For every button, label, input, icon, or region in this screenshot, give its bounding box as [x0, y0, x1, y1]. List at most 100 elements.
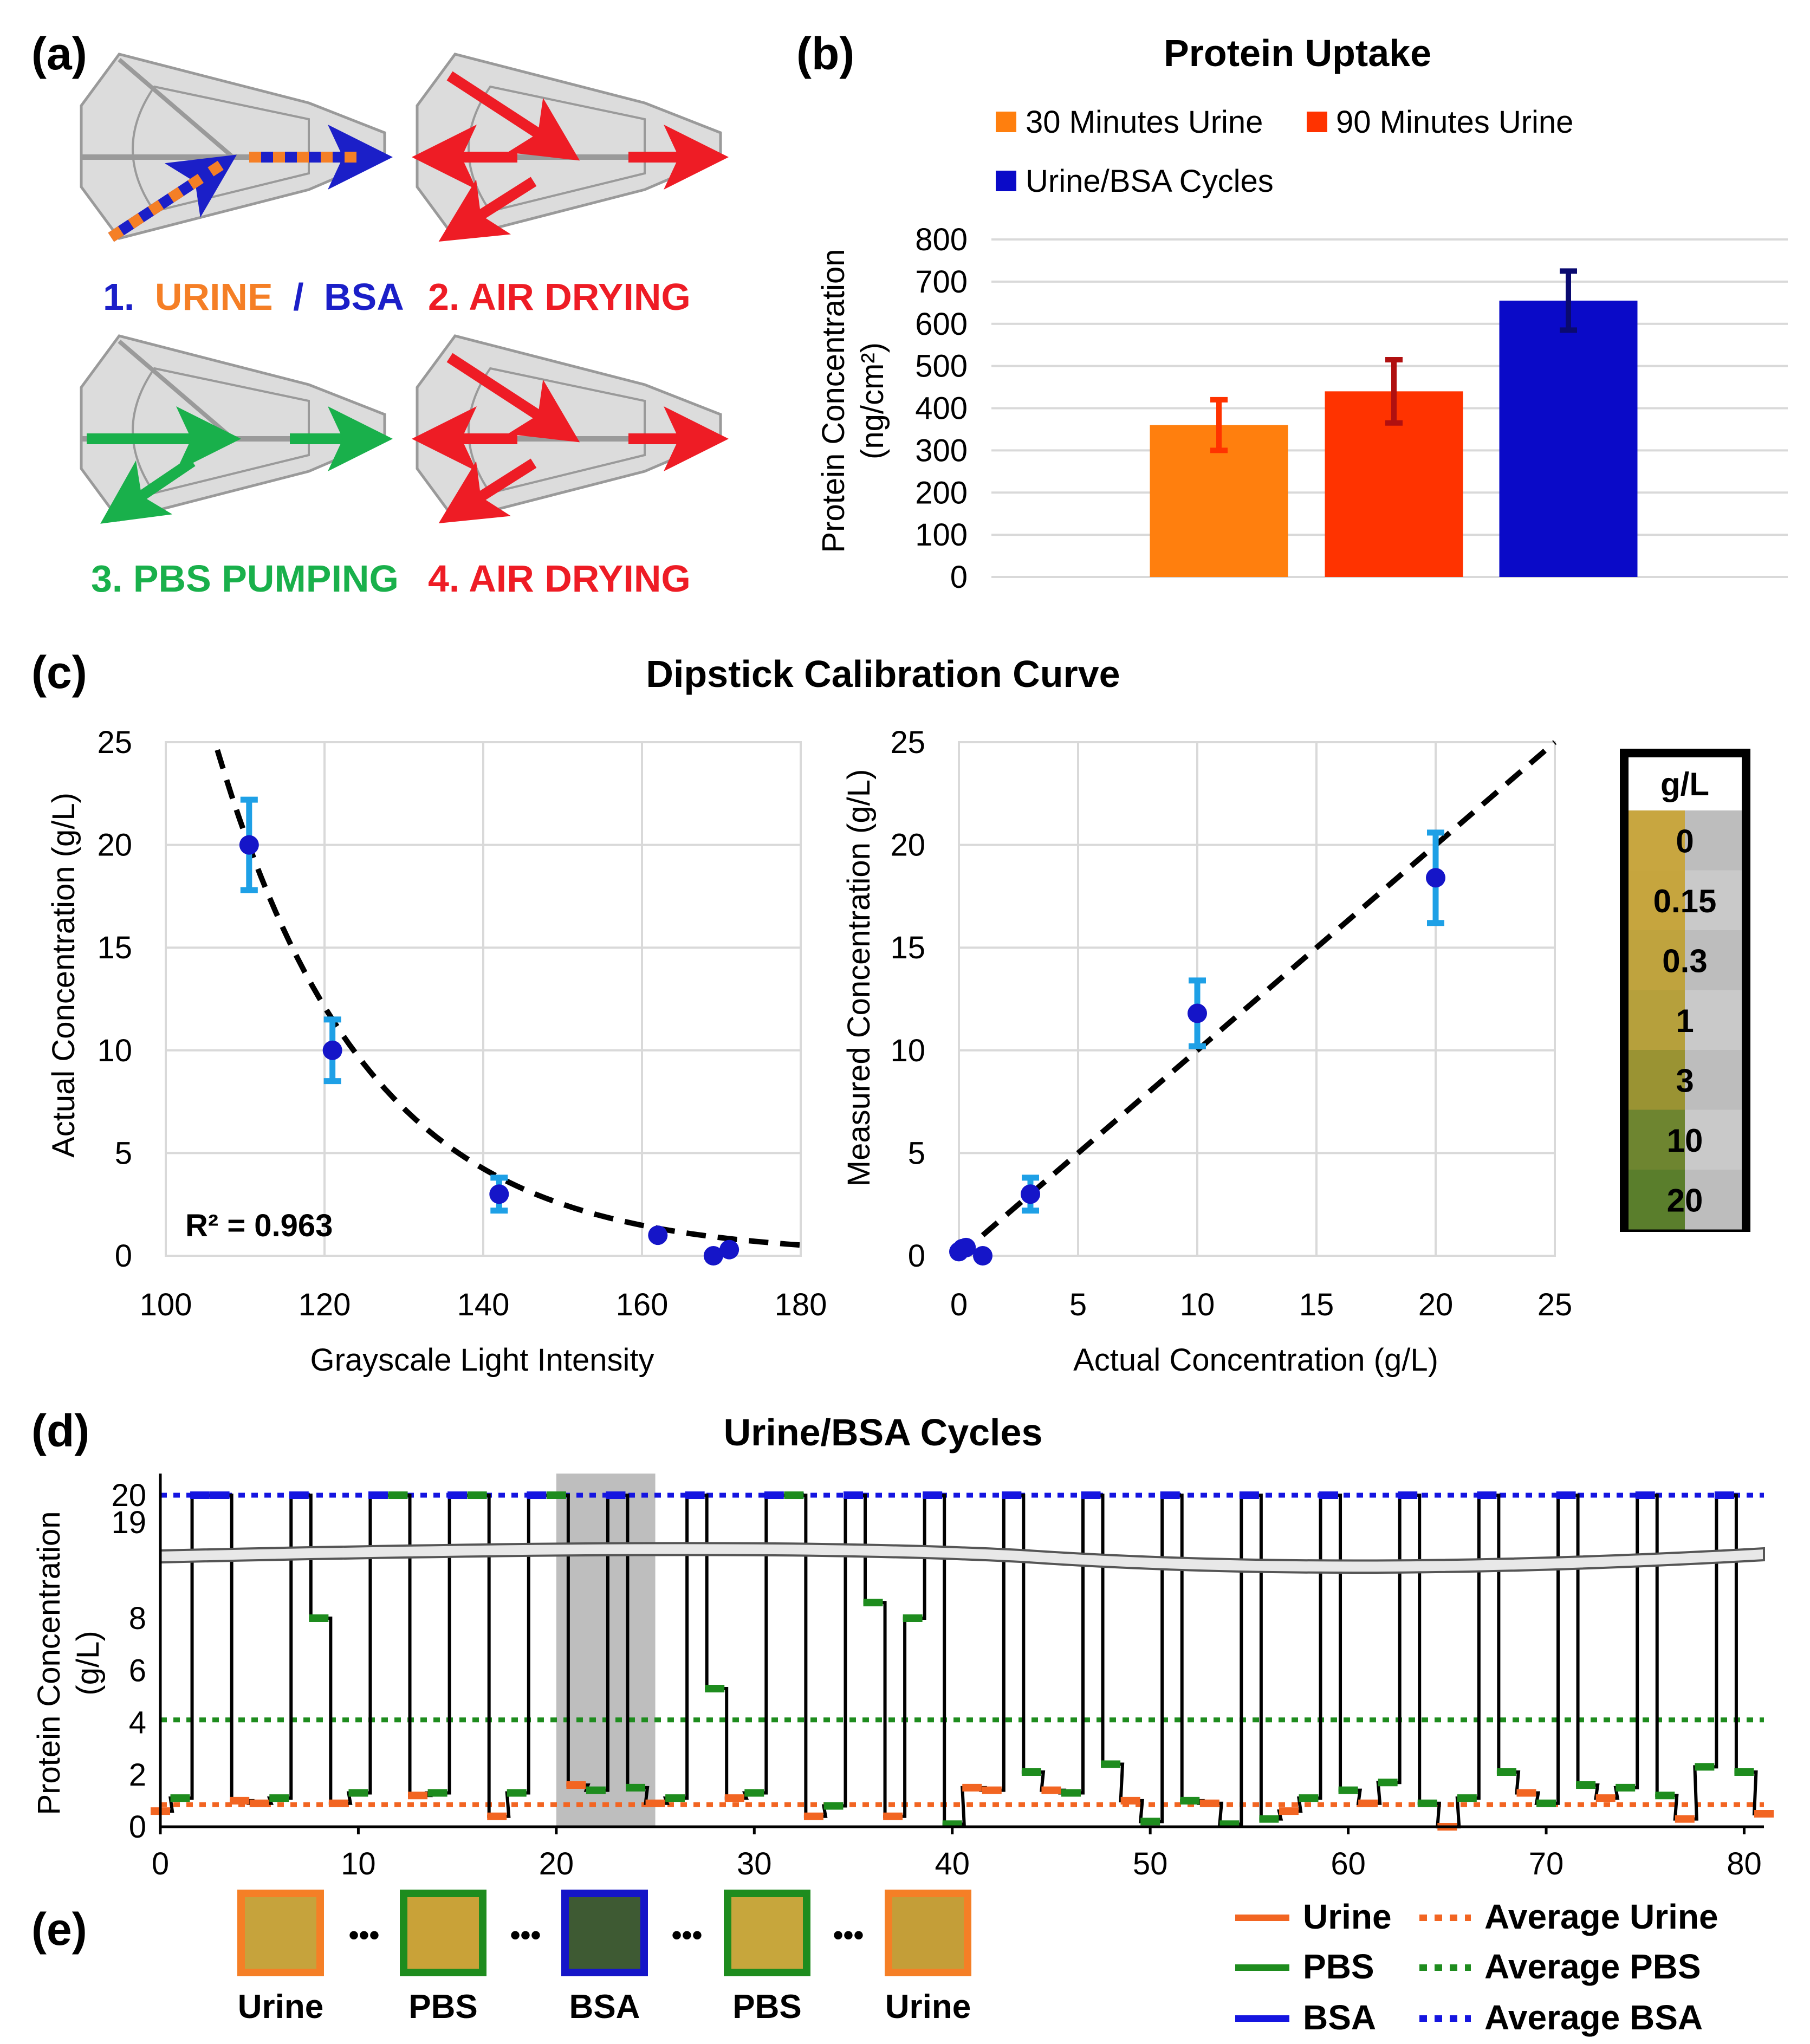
ellipsis-1: •••: [349, 1919, 380, 1951]
y-tick-label: 500: [915, 349, 968, 384]
swatch-level-label: 0.15: [1653, 883, 1717, 919]
y-tick-label: 20: [97, 828, 132, 863]
panel-a-diagrams: 1. URINE / BSA 2. AIR DRYING 3. PBS PUMP…: [80, 53, 729, 600]
swatch-level-label: 1: [1676, 1003, 1694, 1039]
swatch-level-label: 0: [1676, 823, 1694, 859]
urine-bsa-cycles-chart: Urine/BSA Cycles 0 10 20 30 40 50 60 70 80 0 2 4 6 8 1…: [31, 1411, 1774, 1881]
chart-bars: [1150, 268, 1638, 577]
data-point: [239, 835, 259, 855]
data-point: [322, 1040, 342, 1060]
y-axis-label-line2: (ng/cm²): [855, 342, 890, 459]
data-point: [973, 1246, 992, 1266]
highlight-band: [556, 1474, 656, 1826]
ellipsis-4: •••: [833, 1919, 864, 1951]
x-tick-label: 120: [299, 1287, 351, 1322]
device-diagram-step3: [80, 334, 393, 524]
y-axis-label: Measured Concentration (g/L): [841, 769, 877, 1187]
photo-label-pbs-1: PBS: [408, 1988, 477, 2026]
swatch-gray-cell: [1685, 990, 1742, 1050]
swatch-gray-cell: [1685, 810, 1742, 871]
x-tick-label: 0: [152, 1846, 169, 1881]
legend-label-pbs: PBS: [1303, 1947, 1374, 1986]
measured-vs-actual-chart: 0 5 10 15 20 25 0 5 10 15 20 25 Actual Concentratio…: [841, 725, 1572, 1378]
air-arrow-down: [438, 458, 537, 524]
y-tick-label: 2: [129, 1757, 146, 1793]
average-lines: [160, 1493, 1764, 1807]
x-tick-label: 5: [1069, 1287, 1087, 1322]
y-tick-label: 20: [890, 828, 925, 863]
legend-swatch-30min: [996, 112, 1016, 132]
swatch-level-label: 10: [1667, 1122, 1703, 1159]
data-point: [956, 1237, 976, 1257]
y-tick-label: 10: [890, 1033, 925, 1068]
step4-caption: 4. AIR DRYING: [428, 557, 691, 600]
data-point: [1188, 1003, 1207, 1023]
y-tick-label: 4: [129, 1705, 146, 1741]
y-axis-label-line2: (g/L): [70, 1631, 106, 1695]
x-tick-label: 180: [775, 1287, 827, 1322]
y-tick-label: 800: [915, 222, 968, 257]
swatch-color-cell: [1629, 990, 1685, 1050]
swatch-gray-cell: [1685, 1050, 1742, 1110]
ellipsis-3: •••: [672, 1919, 703, 1951]
photo-label-urine-start: Urine: [238, 1988, 323, 2026]
axis-ticks: 100 120 140 160 180 0 5 10 15 20 25: [97, 725, 827, 1322]
y-tick-label: 5: [908, 1135, 925, 1171]
device-diagram-step1: [80, 53, 393, 242]
photo-label-pbs-2: PBS: [732, 1988, 801, 2026]
swatch-color-cell: [1629, 1170, 1685, 1230]
x-tick-label: 140: [457, 1287, 510, 1322]
y-axis-label-line1: Protein Concentration: [31, 1511, 67, 1815]
legend-label-30min: 30 Minutes Urine: [1026, 105, 1263, 140]
dipstick-photo-bsa: [561, 1890, 648, 1976]
data-point: [703, 1246, 723, 1266]
x-axis-label: Grayscale Light Intensity: [310, 1342, 654, 1378]
swatch-color-cell: [1629, 930, 1685, 990]
calibration-title: Dipstick Calibration Curve: [646, 653, 1120, 695]
y-tick-label: 25: [890, 725, 925, 760]
x-tick-label: 30: [737, 1846, 772, 1881]
y-tick-label: 0: [115, 1238, 132, 1274]
y-axis-ticks: 0 100 200 300 400 500 600 700 800: [915, 222, 968, 595]
x-tick-label: 50: [1133, 1846, 1168, 1881]
step1-slash: /: [293, 276, 303, 318]
chart-legend: 30 Minutes Urine 90 Minutes Urine Urine/…: [996, 105, 1573, 199]
calibration-curve-chart: 100 120 140 160 180 0 5 10 15 20 25 R² = 0.963 Gra…: [46, 725, 827, 1378]
data-points: [949, 829, 1445, 1266]
panel-label-e: (e): [31, 1904, 87, 1955]
bar: [1499, 300, 1638, 577]
step1-number: 1.: [103, 276, 134, 318]
ellipsis-2: •••: [510, 1919, 541, 1951]
data-point: [1426, 868, 1445, 888]
swatch-color-cell: [1629, 1109, 1685, 1170]
y-tick-label: 100: [915, 517, 968, 553]
y-axis-label: Actual Concentration (g/L): [46, 793, 81, 1158]
x-tick-label: 100: [140, 1287, 192, 1322]
chart-gridlines: [165, 741, 802, 1257]
air-arrow-top: [446, 71, 580, 161]
cycles-legend: Urine Average Urine PBS Average PBS BSA …: [1235, 1897, 1718, 2037]
y-tick-label: 15: [890, 930, 925, 965]
legend-label-average-urine: Average Urine: [1484, 1897, 1718, 1936]
axis-ticks: 0 5 10 15 20 25 0 5 10 15 20 25: [890, 725, 1572, 1322]
chart-title: Protein Uptake: [1164, 32, 1431, 74]
swatch-cells: 0 0.15 0.3 1 3 10 20: [1629, 810, 1742, 1230]
fit-curve: [215, 749, 801, 1248]
swatch-color-cell: [1629, 1050, 1685, 1110]
y-tick-label: 0: [129, 1809, 146, 1845]
data-point: [489, 1184, 509, 1204]
step1-urine: URINE: [155, 276, 273, 318]
dipstick-photo-sequence: ••• ••• ••• ••• Urine PBS BSA PBS Urine: [237, 1890, 971, 2026]
swatch-gray-cell: [1685, 1170, 1742, 1230]
y-tick-label: 6: [129, 1653, 146, 1688]
dipstick-photo-urine-start: [237, 1890, 324, 1976]
y-tick-label: 19: [111, 1505, 146, 1540]
x-tick-label: 70: [1529, 1846, 1564, 1881]
legend-label-average-pbs: Average PBS: [1484, 1947, 1701, 1986]
panel-label-b: (b): [796, 28, 854, 79]
legend-label-90min: 90 Minutes Urine: [1336, 105, 1573, 140]
step3-caption: 3. PBS PUMPING: [91, 557, 399, 600]
step2-caption: 2. AIR DRYING: [428, 276, 691, 318]
swatch-color-cell: [1629, 810, 1685, 871]
